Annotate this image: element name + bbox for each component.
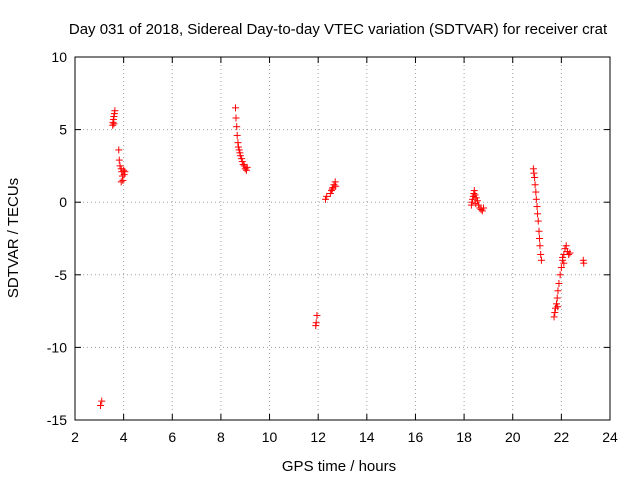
data-point xyxy=(473,197,481,205)
data-point xyxy=(232,104,239,112)
data-point xyxy=(559,253,567,261)
data-point xyxy=(238,155,246,163)
x-tick-label: 20 xyxy=(505,429,521,445)
data-point xyxy=(115,146,123,154)
data-point xyxy=(119,176,127,184)
data-point xyxy=(120,171,128,179)
data-point xyxy=(111,107,119,115)
data-point xyxy=(535,235,543,242)
x-tick-label: 18 xyxy=(456,429,472,445)
data-point xyxy=(110,120,118,128)
data-point xyxy=(121,168,129,176)
y-tick-label: 0 xyxy=(59,194,67,210)
data-point xyxy=(236,152,244,160)
data-point xyxy=(565,250,573,258)
x-tick-label: 8 xyxy=(217,429,225,445)
data-point xyxy=(554,303,562,311)
plot-frame xyxy=(74,56,611,421)
y-axis-label: SDTVAR / TECUs xyxy=(5,178,22,298)
x-tick-label: 6 xyxy=(168,429,176,445)
data-point xyxy=(560,259,568,267)
data-point xyxy=(472,200,480,208)
data-point xyxy=(332,182,340,190)
data-point xyxy=(550,313,558,321)
data-point xyxy=(533,203,541,211)
data-point xyxy=(470,187,478,195)
data-point xyxy=(554,287,562,295)
x-tick-label: 10 xyxy=(262,429,278,445)
data-point xyxy=(471,191,479,199)
data-point xyxy=(97,401,105,409)
data-point xyxy=(312,319,320,327)
data-point xyxy=(98,397,106,405)
data-point xyxy=(242,166,250,174)
data-point xyxy=(240,162,248,170)
data-point xyxy=(233,123,241,131)
y-tick-label: -5 xyxy=(55,267,68,283)
data-point xyxy=(243,163,251,171)
data-point xyxy=(117,178,125,186)
y-tick-label: -10 xyxy=(47,339,67,355)
data-point xyxy=(239,160,247,168)
x-axis-label: GPS time / hours xyxy=(282,458,396,475)
data-point xyxy=(557,264,565,272)
data-point xyxy=(116,162,124,170)
data-point xyxy=(321,195,329,203)
data-point xyxy=(328,187,336,195)
x-tick-label: 4 xyxy=(120,429,128,445)
data-point xyxy=(235,146,243,154)
x-tick-label: 14 xyxy=(359,429,375,445)
x-tick-label: 12 xyxy=(310,429,326,445)
data-point xyxy=(532,195,540,203)
data-point xyxy=(469,195,477,203)
data-point xyxy=(534,217,542,225)
data-point xyxy=(323,192,331,200)
data-points xyxy=(97,104,588,409)
data-point xyxy=(553,300,560,308)
data-point xyxy=(531,181,539,189)
data-point xyxy=(232,114,240,122)
data-point xyxy=(468,198,476,206)
data-point xyxy=(328,185,336,193)
data-point xyxy=(566,249,574,257)
y-tick-label: -15 xyxy=(47,412,67,428)
data-point xyxy=(475,201,483,209)
data-point xyxy=(233,131,241,139)
data-point xyxy=(238,158,246,166)
data-point xyxy=(535,227,543,235)
x-tick-label: 24 xyxy=(602,429,618,445)
data-point xyxy=(531,174,539,182)
data-point xyxy=(532,188,540,196)
chart-title: Day 031 of 2018, Sidereal Day-to-day VTE… xyxy=(69,21,608,38)
data-point xyxy=(530,169,538,177)
data-point xyxy=(330,181,338,189)
data-point xyxy=(536,242,544,250)
data-point xyxy=(562,242,570,250)
grid xyxy=(75,57,610,420)
data-point xyxy=(537,256,545,264)
data-point xyxy=(480,204,488,212)
data-point xyxy=(326,189,334,197)
x-tick-label: 16 xyxy=(408,429,424,445)
data-point xyxy=(553,294,561,302)
data-point xyxy=(313,311,321,319)
data-point xyxy=(551,309,559,317)
y-tick-label: 10 xyxy=(51,49,67,65)
data-point xyxy=(115,156,123,164)
data-point xyxy=(580,259,588,267)
data-point xyxy=(556,271,564,279)
data-point xyxy=(534,210,542,218)
data-point xyxy=(478,207,486,215)
data-point xyxy=(234,143,242,151)
x-tick-label: 2 xyxy=(71,429,79,445)
data-point xyxy=(537,250,545,258)
y-tick-label: 5 xyxy=(59,122,67,138)
data-point xyxy=(555,280,563,288)
x-tick-label: 22 xyxy=(554,429,570,445)
